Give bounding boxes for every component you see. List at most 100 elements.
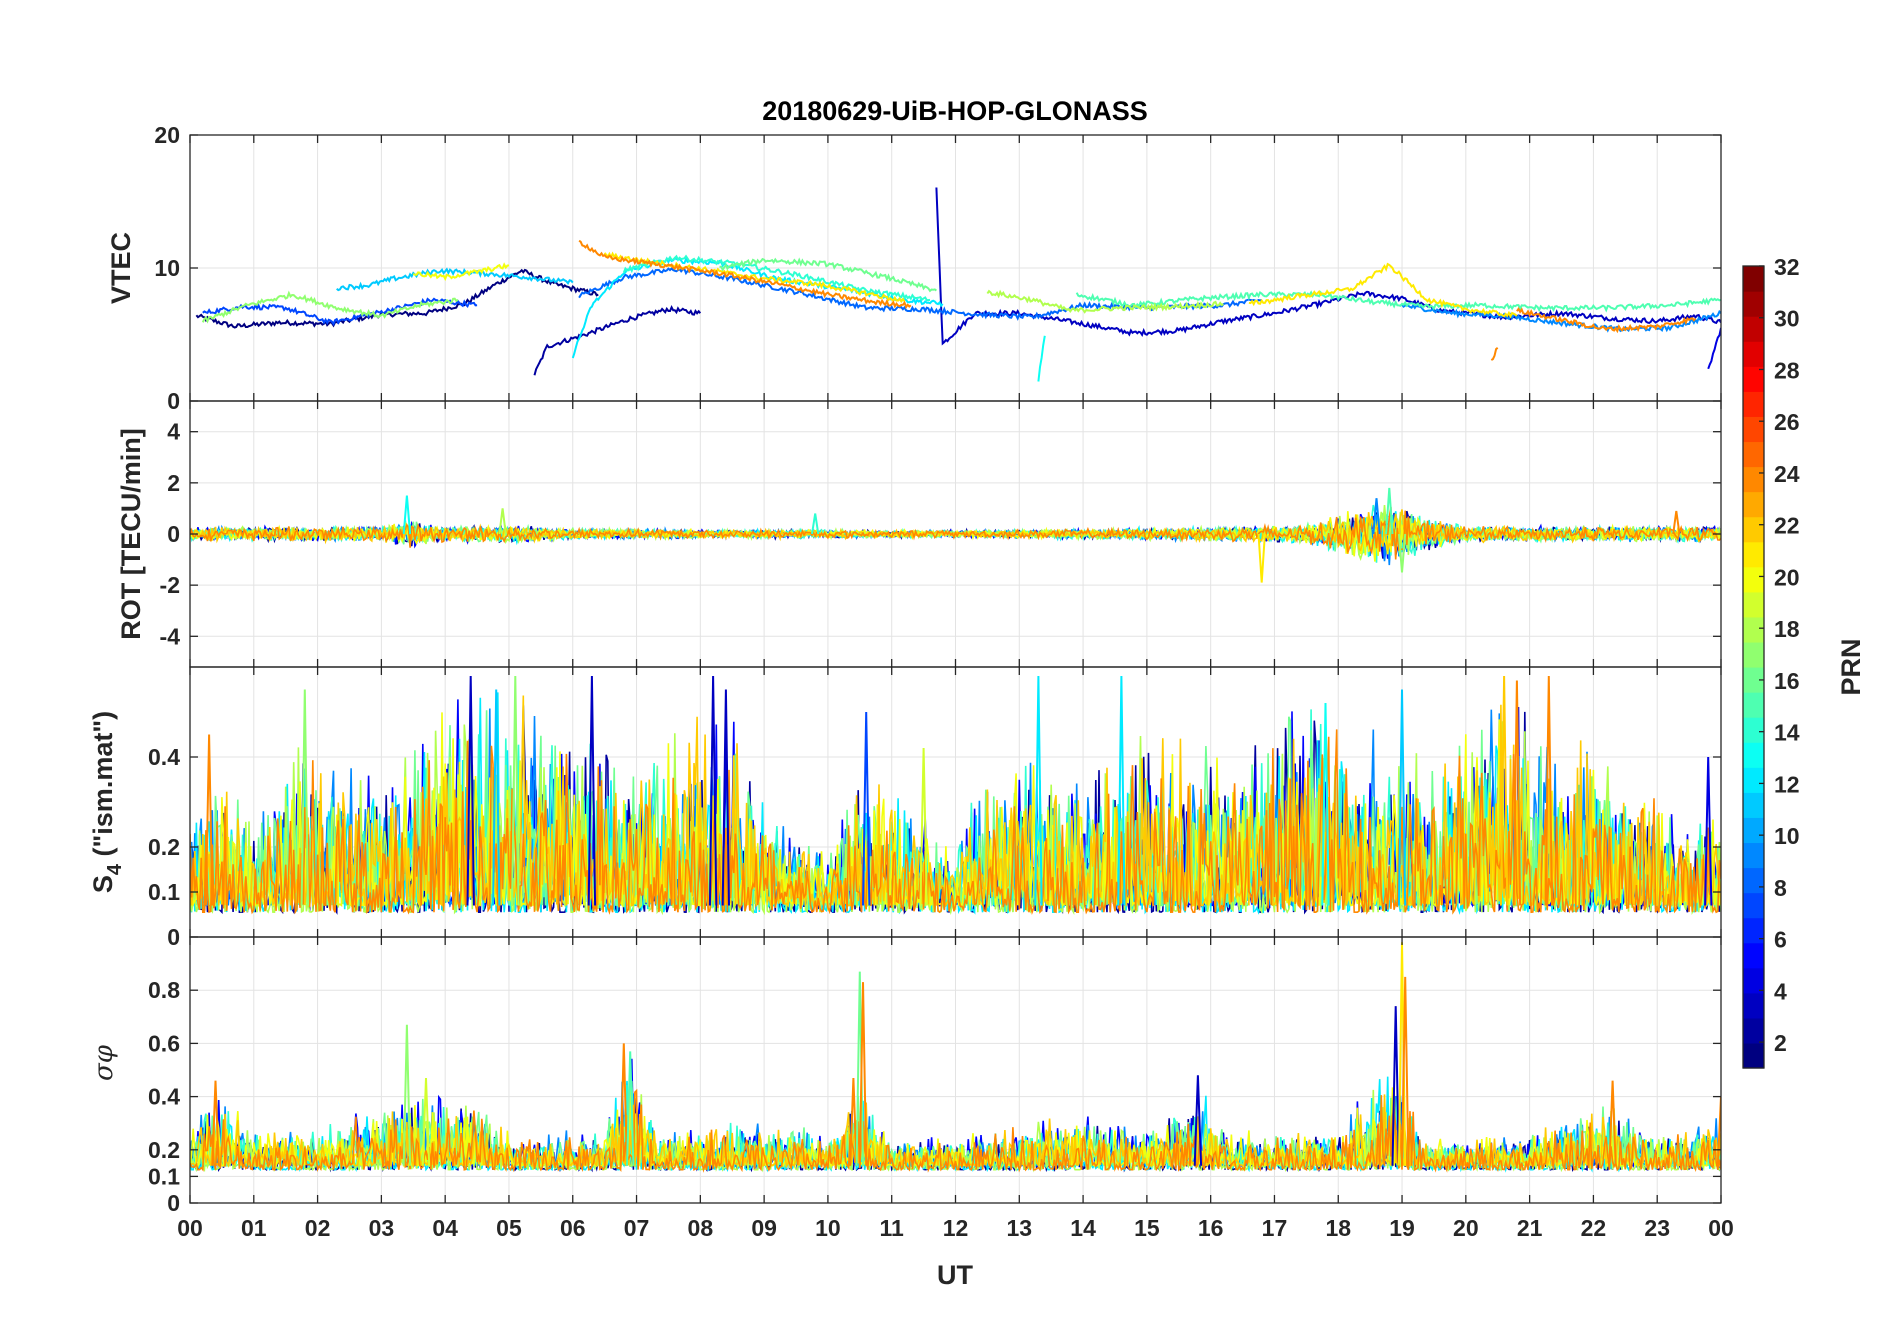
colorbar-band [1743,767,1764,793]
vtec-series-prn-24 [1516,307,1697,334]
x-tick-label: 11 [880,1215,905,1241]
vtec-series-prn-18 [986,289,1224,314]
s4-ytick-label: 0 [167,924,180,950]
colorbar-band [1743,667,1764,693]
rot-ytick-label: 4 [167,419,180,445]
sigma_phi-ytick-label: 0.1 [148,1163,180,1189]
rot-peak [1385,487,1394,535]
vtec-series-prn-2 [533,304,702,376]
vtec-ytick-label: 20 [154,122,180,148]
sigma_phi-peak [855,971,864,1166]
x-tick-label: 10 [815,1215,841,1241]
x-tick-label: 17 [1262,1215,1288,1241]
colorbar-band [1743,742,1764,768]
colorbar-tick-label: 28 [1774,357,1800,383]
colorbar-tick-label: 16 [1774,668,1800,694]
x-tick-label: 12 [943,1215,969,1241]
rot-peak [811,513,820,535]
x-tick-label: 19 [1389,1215,1415,1241]
colorbar-band [1743,967,1764,994]
s4-ylabel: S4 ("ism.mat") [88,711,126,893]
s4-peak [862,711,871,906]
sigma_phi-ytick-label: 0.8 [148,977,180,1003]
x-tick-label: 08 [688,1215,714,1241]
colorbar-band [1743,792,1764,818]
panel-vtec: 0 10 20 VTEC [106,122,1722,414]
rot-peak [1257,533,1266,583]
x-tick-label: 20 [1453,1215,1479,1241]
x-tick-label: 05 [496,1215,522,1241]
x-axis-label: UT [937,1260,973,1290]
vtec-series-prn-9 [1401,303,1721,333]
x-tick-label: 16 [1198,1215,1224,1241]
sigma_phi-peak [402,1024,412,1166]
vtec-series-prn-11 [336,267,574,292]
x-tick-label: 07 [624,1215,650,1241]
sigma_phi-peak [1608,1080,1617,1166]
sigma_phi-ytick-label: 0 [167,1190,180,1216]
x-tick-label: 06 [560,1215,586,1241]
s4-peak [492,689,501,906]
colorbar-band [1743,441,1764,468]
x-tick-label: 23 [1644,1215,1670,1241]
rot-peak [402,495,412,535]
s4-ylabel-rest: ("ism.mat") [88,711,118,864]
x-tick-label: 00 [177,1215,203,1241]
colorbar-band [1743,591,1764,618]
colorbar-band [1743,341,1764,367]
colorbar-tick-label: 26 [1774,409,1800,435]
colorbar-tick-label: 24 [1774,461,1800,487]
vtec-series-prn-17 [201,290,459,324]
sigma_phi-peak [211,1080,220,1166]
colorbar-tick-label: 2 [1774,1030,1787,1056]
colorbar-band [1743,1017,1764,1044]
x-tick-label: 04 [432,1215,458,1241]
s4-peak [300,689,309,906]
sigma_phi-peak [858,982,868,1166]
colorbar-tick-label: 8 [1774,875,1787,901]
colorbar-band [1743,817,1764,844]
colorbar-tick-label: 18 [1774,616,1800,642]
colorbar-band [1743,366,1764,392]
panel-s4: 0 0.1 0.2 0.4 S4 ("ism.mat") [88,666,1722,950]
sigma-phi-ylabel: σφ [89,1044,119,1081]
sigma_phi-peak [619,1043,628,1166]
colorbar-frame [1742,265,1765,1069]
x-tick-label: 02 [305,1215,331,1241]
colorbar-band [1743,717,1764,743]
sigma_phi-peak [1193,1075,1203,1166]
vtec-ytick-label: 0 [167,388,180,414]
vtec-series-prn-15 [1075,290,1721,313]
x-tick-label: 15 [1134,1215,1160,1241]
colorbar-tick-label: 6 [1774,927,1787,953]
s4-peak [919,747,928,906]
colorbar-band [1743,641,1764,668]
colorbar-band [1743,867,1764,894]
colorbar-tick-label: 10 [1774,823,1800,849]
s4-series-prn-24 [190,729,1721,916]
x-tick-label: 01 [241,1215,267,1241]
s4-series-prn-18 [190,721,1721,916]
colorbar-band [1743,992,1764,1019]
colorbar-band [1743,291,1764,317]
vtec-series-prn-12 [571,256,944,359]
sigma_phi-peak [626,1051,635,1166]
rot-ytick-label: -4 [160,623,181,649]
vtec-series-prn-4 [1707,327,1721,370]
colorbar-tick-label: 20 [1774,564,1800,590]
rot-ylabel: ROT [TECU/min] [116,428,146,639]
x-tick-label: 22 [1581,1215,1607,1241]
sigma_phi-ytick-label: 0.6 [148,1030,180,1056]
vtec-series-prn-21 [1248,262,1518,319]
x-tick-label: 14 [1070,1215,1096,1241]
rot-series-prn-24 [190,506,1721,560]
x-tick-label: 18 [1325,1215,1351,1241]
x-axis: 00 01 02 03 04 05 06 07 08 09 10 11 12 13 14 15 16 17 18 19… [177,1215,1734,1290]
sigma_phi-peak [1716,1096,1721,1166]
vtec-series-prn-7 [202,297,478,326]
rot-peak [498,508,507,535]
colorbar-band [1743,566,1764,593]
colorbar-tick-label: 14 [1774,720,1800,746]
colorbar-band [1743,466,1764,493]
x-tick-label: 09 [751,1215,777,1241]
